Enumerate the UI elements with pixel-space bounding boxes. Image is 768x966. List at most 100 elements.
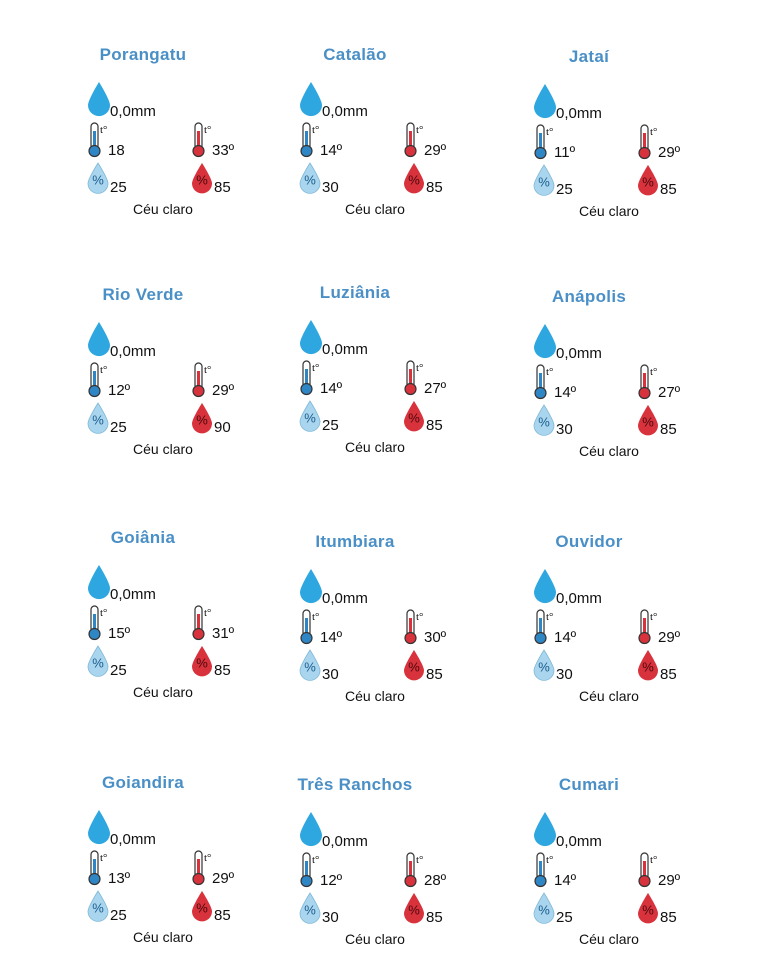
min-temperature: 14º: [554, 629, 577, 646]
rain-value: 0,0mm: [322, 590, 368, 607]
humidity-drop-light-shape: %: [533, 649, 555, 681]
max-temperature: 29º: [212, 382, 235, 399]
max-temperature: 28º: [424, 872, 447, 889]
thermometer-hot-icon: t°: [404, 852, 424, 888]
city-name: Porangatu: [99, 45, 187, 64]
svg-text:t°: t°: [100, 607, 107, 619]
max-temperature: 27º: [424, 380, 447, 397]
rain-drop-shape: [300, 320, 322, 355]
min-humidity: 25: [556, 181, 573, 198]
svg-text:t°: t°: [312, 124, 319, 136]
humidity-drop-red-icon: %: [404, 163, 426, 194]
max-temperature: 29º: [212, 870, 235, 887]
svg-text:%: %: [538, 175, 550, 190]
min-humidity: 30: [322, 666, 339, 683]
max-temperature: 29º: [658, 629, 681, 646]
thermometer-hot-shape: t°: [638, 852, 657, 888]
rain-drop-shape: [88, 565, 110, 600]
svg-text:%: %: [538, 660, 550, 675]
rain-drop-icon: [88, 82, 110, 117]
rain-value: 0,0mm: [556, 345, 602, 362]
city-name: Itumbiara: [315, 532, 395, 551]
max-temperature: 33º: [212, 142, 235, 159]
max-humidity: 85: [214, 179, 231, 196]
humidity-drop-red-icon: %: [638, 893, 660, 924]
max-humidity: 85: [426, 179, 443, 196]
max-temperature: 29º: [424, 142, 447, 159]
min-temperature: 12º: [320, 872, 343, 889]
weather-condition: Céu claro: [345, 688, 405, 704]
svg-text:%: %: [408, 411, 420, 426]
svg-text:t°: t°: [650, 366, 657, 378]
humidity-drop-light-icon: %: [299, 162, 322, 194]
min-temperature: 12º: [108, 382, 131, 399]
svg-text:t°: t°: [546, 854, 553, 866]
thermometer-hot-icon: t°: [404, 609, 424, 645]
city-card: Rio Verde 0,0mm t° 12º t° 29º% 25% 90 Céu claro: [48, 285, 238, 460]
humidity-drop-red-shape: %: [638, 893, 658, 924]
humidity-drop-red-shape: %: [638, 405, 658, 436]
rain-drop-icon: [88, 322, 110, 357]
humidity-drop-light-shape: %: [533, 892, 555, 924]
city-name: Anápolis: [551, 287, 627, 306]
rain-drop-shape: [88, 810, 110, 845]
rain-value: 0,0mm: [110, 586, 156, 603]
rain-drop-shape: [88, 82, 110, 117]
svg-text:%: %: [304, 660, 316, 675]
svg-text:t°: t°: [650, 611, 657, 623]
rain-drop-icon: [534, 84, 556, 119]
max-temperature: 29º: [658, 144, 681, 161]
svg-text:%: %: [196, 173, 208, 188]
rain-value: 0,0mm: [110, 343, 156, 360]
thermometer-hot-icon: t°: [192, 850, 212, 886]
thermometer-hot-shape: t°: [404, 852, 423, 888]
svg-text:%: %: [538, 415, 550, 430]
svg-text:%: %: [408, 903, 420, 918]
svg-text:%: %: [642, 415, 654, 430]
rain-drop-shape: [534, 84, 556, 119]
humidity-drop-red-icon: %: [404, 650, 426, 681]
humidity-drop-red-shape: %: [404, 163, 424, 194]
svg-text:t°: t°: [312, 611, 319, 623]
rain-drop-shape: [300, 82, 322, 117]
thermometer-hot-shape: t°: [192, 362, 211, 398]
svg-text:t°: t°: [312, 854, 319, 866]
thermometer-cold-shape: t°: [300, 360, 319, 396]
thermometer-cold-shape: t°: [534, 124, 553, 160]
min-humidity: 25: [110, 907, 127, 924]
thermometer-cold-shape: t°: [88, 850, 107, 886]
humidity-drop-red-shape: %: [638, 650, 658, 681]
rain-value: 0,0mm: [556, 590, 602, 607]
min-temperature: 15º: [108, 625, 131, 642]
max-temperature: 30º: [424, 629, 447, 646]
max-temperature: 27º: [658, 384, 681, 401]
humidity-drop-red-shape: %: [404, 401, 424, 432]
min-humidity: 30: [556, 666, 573, 683]
max-humidity: 90: [214, 419, 231, 436]
city-card: Catalão 0,0mm t° 14º t° 29º% 30% 85 Céu claro: [260, 45, 450, 220]
thermometer-cold-icon: t°: [534, 609, 554, 645]
rain-value: 0,0mm: [556, 105, 602, 122]
min-humidity: 30: [322, 179, 339, 196]
svg-text:t°: t°: [204, 364, 211, 376]
svg-text:t°: t°: [416, 611, 423, 623]
thermometer-cold-shape: t°: [534, 364, 553, 400]
rain-value: 0,0mm: [556, 833, 602, 850]
svg-text:t°: t°: [416, 854, 423, 866]
city-name: Catalão: [323, 45, 387, 64]
rain-value: 0,0mm: [110, 103, 156, 120]
svg-text:t°: t°: [546, 611, 553, 623]
thermometer-cold-icon: t°: [300, 122, 320, 158]
thermometer-hot-icon: t°: [638, 609, 658, 645]
weather-condition: Céu claro: [579, 443, 639, 459]
humidity-drop-light-shape: %: [299, 649, 321, 681]
humidity-drop-red-shape: %: [404, 650, 424, 681]
humidity-drop-light-icon: %: [533, 404, 556, 436]
max-temperature: 31º: [212, 625, 235, 642]
city-card: Goiânia 0,0mm t° 15º t° 31º% 25% 85 Céu claro: [48, 528, 238, 703]
thermometer-hot-shape: t°: [404, 122, 423, 158]
city-card: Luziânia 0,0mm t° 14º t° 27º% 25% 85 Céu claro: [260, 283, 450, 458]
svg-text:%: %: [304, 903, 316, 918]
min-humidity: 25: [556, 909, 573, 926]
